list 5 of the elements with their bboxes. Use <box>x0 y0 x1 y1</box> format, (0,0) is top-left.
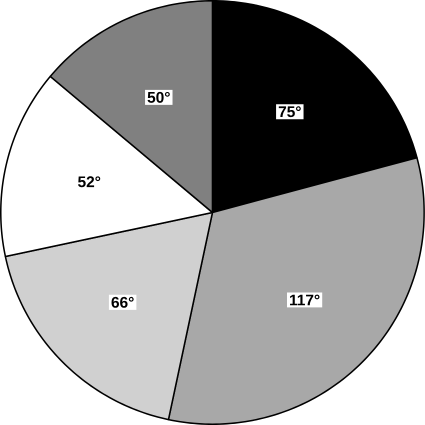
data-label: 66° <box>112 296 134 308</box>
data-label: 52° <box>78 176 100 188</box>
data-label: 75° <box>278 106 301 118</box>
data-label: 50° <box>148 92 170 103</box>
data-label: 117° <box>290 294 320 306</box>
